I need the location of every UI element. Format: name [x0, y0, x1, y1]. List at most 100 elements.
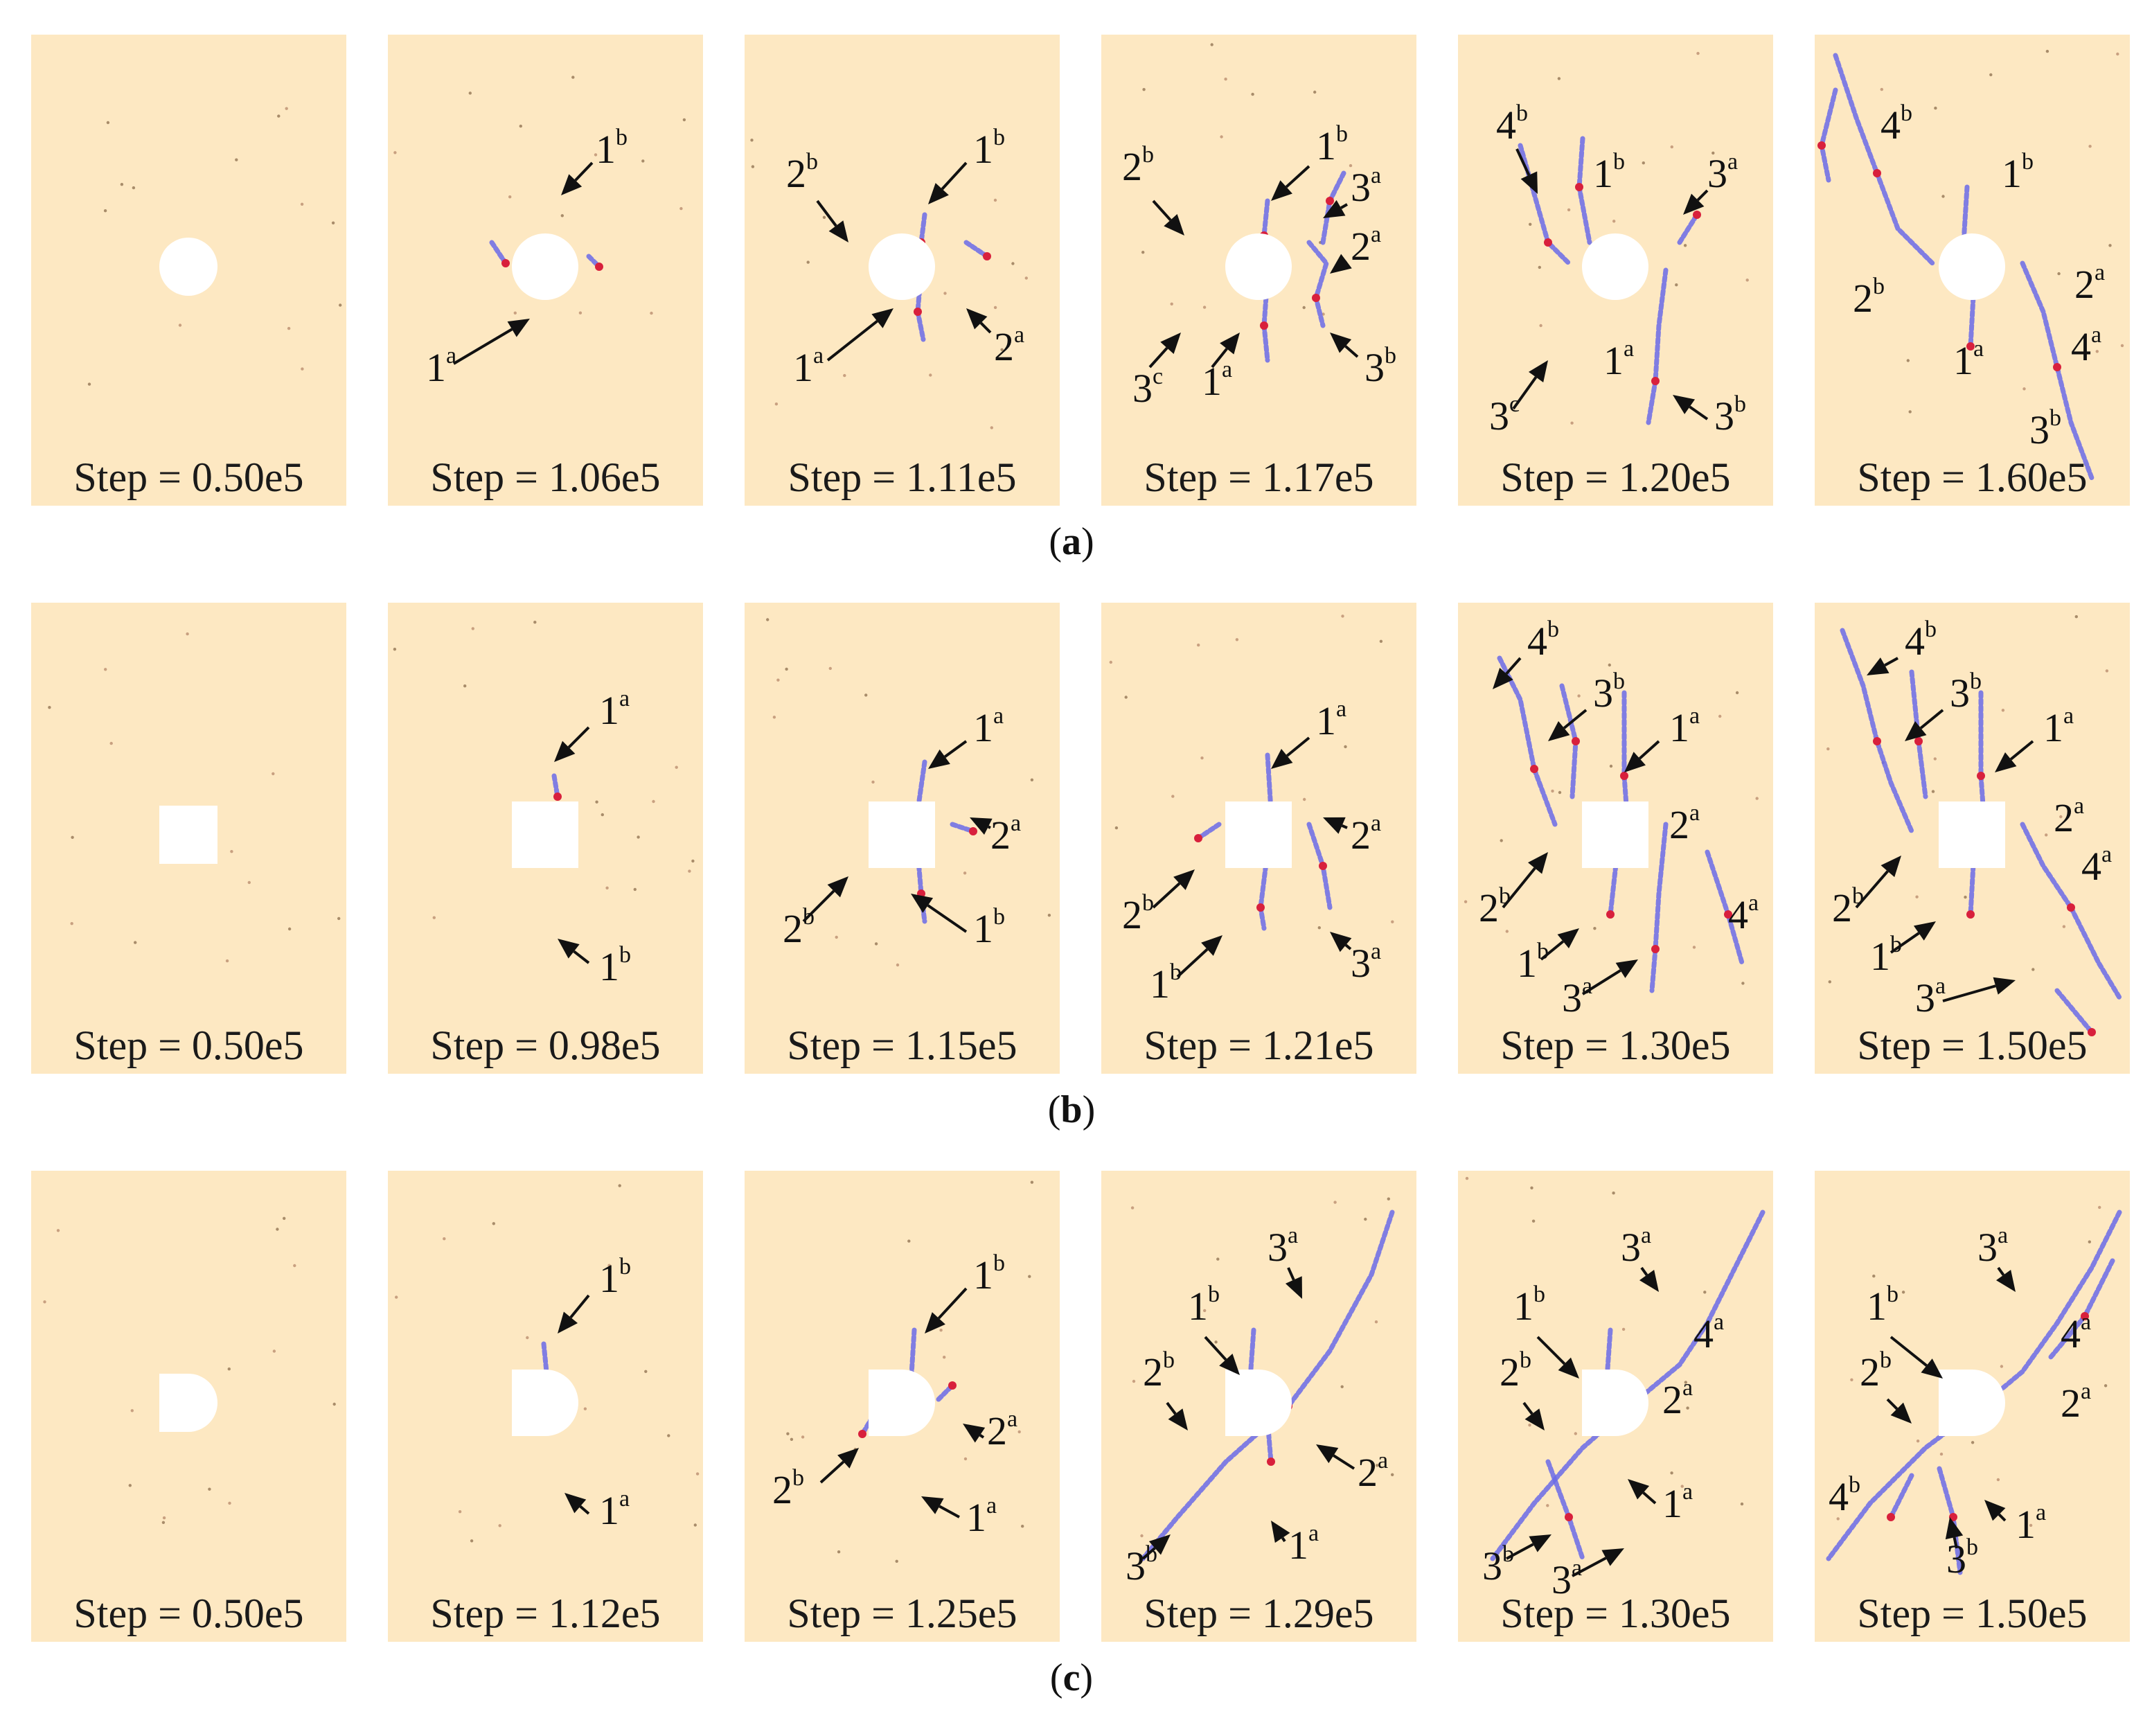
speckle [1391, 1473, 1394, 1476]
specimen-panel: Step = 0.50e5 [31, 1171, 346, 1642]
step-label: Step = 1.15e5 [787, 1022, 1017, 1068]
arrow-head [507, 319, 530, 337]
speckle [235, 158, 238, 161]
speckle [43, 1300, 46, 1304]
speckle [1941, 195, 1945, 198]
speckle [1692, 946, 1696, 949]
speckle [1538, 265, 1541, 269]
speckle [1200, 756, 1204, 760]
crack-label: 3a [1351, 939, 1381, 986]
arrow-head [1201, 935, 1222, 956]
arrow-head [1995, 1270, 2016, 1292]
arrow-line [1942, 984, 1996, 1002]
arrow-head [1168, 1408, 1188, 1431]
crack-trace [1646, 267, 1669, 425]
speckle [1836, 1517, 1840, 1521]
crack-label: 3b [1126, 1541, 1157, 1588]
speckle [993, 198, 997, 202]
specimen-panel: 1b 2b 2a 1a Step = 1.11e5 [745, 35, 1060, 506]
speckle [1621, 1327, 1626, 1331]
crack-label: 3a [1551, 1555, 1582, 1602]
speckle [1251, 92, 1254, 96]
specimen-panel: Step = 0.50e5 [31, 603, 346, 1074]
arrow-head [827, 876, 848, 898]
speckle [2108, 244, 2112, 247]
shear-crack-dot [2067, 903, 2075, 912]
arrow-head [1271, 180, 1292, 201]
crack-trace [1677, 212, 1700, 245]
specimen-panel: 4b 1b 2b 2a 1a 4a 3b Step = 1.60e5 [1815, 35, 2130, 506]
specimen-panel: 4b 3b 1a 2a 2b 4a 1b 3a Step = 1.50e5 [1815, 603, 2130, 1074]
speckle [1964, 895, 1967, 899]
shear-crack-dot [1575, 183, 1583, 191]
arrow-line [802, 889, 835, 923]
speckle [2022, 387, 2026, 391]
crack-label: 3b [1482, 1541, 1514, 1588]
speckle [943, 292, 947, 295]
arrow-head [1673, 395, 1696, 414]
crack-label: 1b [1593, 149, 1625, 196]
crack-label: 2b [1853, 274, 1885, 321]
speckle [1171, 795, 1175, 798]
arrow-head [1330, 932, 1352, 953]
speckle [1612, 220, 1616, 223]
specimen-panel: 3a 1b 4a 2b 2a 1a 3b 3a Step = 1.30e5 [1458, 1171, 1773, 1642]
speckle [106, 121, 110, 125]
arrow-line [1638, 740, 1660, 760]
speckle [293, 1264, 296, 1268]
speckle [1593, 927, 1597, 930]
arrow-line [1506, 1543, 1534, 1560]
arrow-line [1148, 346, 1168, 369]
speckle [1557, 77, 1561, 80]
crack-label: 4a [1693, 1309, 1724, 1356]
speckle [2001, 709, 2005, 712]
speckle [1302, 305, 1306, 310]
speckle [806, 260, 810, 264]
speckle [1333, 1201, 1337, 1204]
speckle [227, 1367, 231, 1371]
specimen-image: 1b 2b 3a 2a 3c 1a 3b [1122, 43, 1396, 411]
speckle [1214, 1340, 1218, 1344]
crack-label: 4b [1829, 1472, 1860, 1519]
arrow-head [1529, 1534, 1551, 1552]
shear-crack-dot [969, 827, 977, 835]
arrow-head [1867, 657, 1889, 675]
arrow-head [828, 220, 848, 242]
step-label: Step = 1.50e5 [1857, 1591, 2088, 1636]
speckle [963, 1457, 968, 1461]
arrow-head [1905, 720, 1927, 741]
arrow-head [558, 1311, 578, 1334]
crack-label: 4b [1527, 617, 1559, 664]
shear-crack-dot [1312, 294, 1320, 302]
step-label: Step = 1.29e5 [1144, 1591, 1374, 1636]
crack-label: 1a [1288, 1521, 1319, 1568]
crack-label: 2b [1832, 883, 1864, 930]
hole [1939, 801, 2005, 868]
step-label: Step = 1.25e5 [787, 1591, 1017, 1636]
speckle [1934, 106, 1937, 110]
hole [869, 1370, 935, 1436]
speckle [130, 1409, 134, 1412]
speckle [468, 91, 472, 95]
speckle [132, 186, 136, 190]
shear-crack-dot [1873, 737, 1881, 745]
speckle [178, 324, 182, 327]
crack-label: 2b [1500, 1347, 1531, 1394]
speckle [1916, 1440, 1920, 1443]
crack-label: 2b [786, 149, 818, 196]
shear-crack-dot [983, 252, 991, 260]
speckle [688, 869, 691, 873]
speckle [1114, 826, 1119, 830]
row-caption: (c) [1049, 1656, 1094, 1699]
arrow-line [819, 1460, 845, 1484]
shear-crack-dot [1966, 910, 1975, 919]
speckle [1686, 1406, 1689, 1410]
arrow-head [1220, 333, 1240, 355]
arrow-line [579, 1505, 590, 1515]
crack-label: 1b [1316, 121, 1348, 168]
speckle [822, 215, 826, 219]
arrow-head [554, 741, 576, 762]
speckle [1197, 644, 1200, 647]
crack-label: 1b [973, 125, 1005, 172]
arrow-line [1344, 944, 1352, 950]
